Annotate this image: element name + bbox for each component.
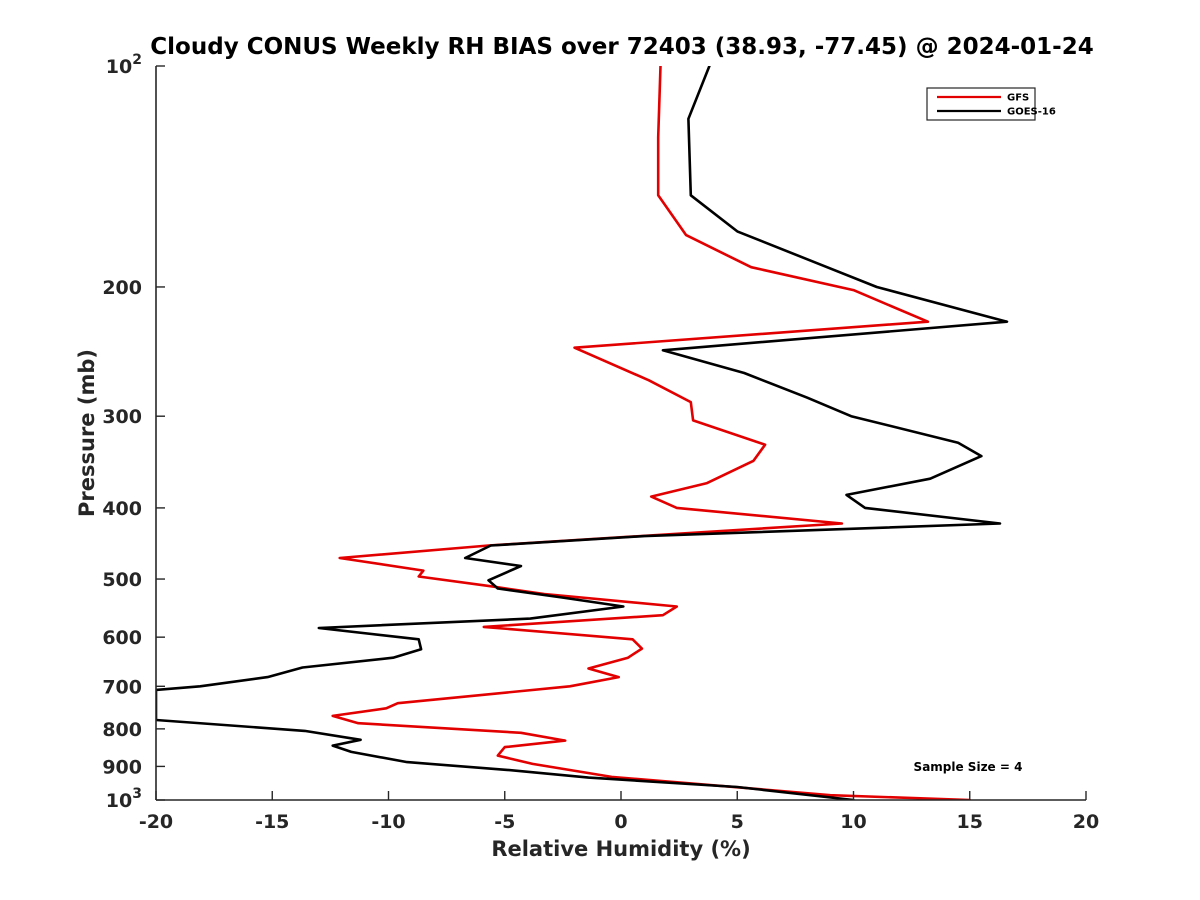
x-tick-label: 0	[614, 811, 627, 833]
x-tick-label: -15	[255, 811, 289, 833]
y-ticks: 102 200 300 400 500 600 700 800 900 103	[102, 52, 165, 812]
y-tick-label: 400	[102, 498, 142, 520]
chart-title: Cloudy CONUS Weekly RH BIAS over 72403 (…	[150, 34, 1093, 60]
plot-area	[156, 66, 1086, 800]
y-tick-label: 103	[106, 786, 142, 812]
x-ticks: -20 -15 -10 -5 0 5 10 15 20	[139, 791, 1099, 833]
x-tick-label: 20	[1073, 811, 1099, 833]
y-tick-label: 300	[102, 406, 142, 428]
y-tick-label: 600	[102, 627, 142, 649]
legend-gfs-label: GFS	[1007, 93, 1029, 104]
legend-box	[926, 87, 1036, 121]
y-tick-label: 102	[106, 52, 142, 78]
x-tick-label: -5	[494, 811, 515, 833]
y-tick-label: 500	[102, 569, 142, 591]
sample-size-annotation: Sample Size = 4	[914, 760, 1023, 774]
x-tick-label: 15	[957, 811, 983, 833]
x-tick-label: -10	[371, 811, 405, 833]
x-axis-label: Relative Humidity (%)	[491, 837, 750, 861]
legend-goes16-label: GOES-16	[1007, 107, 1056, 118]
y-axis-label: Pressure (mb)	[75, 349, 99, 517]
x-tick-label: 10	[840, 811, 866, 833]
y-tick-label: 800	[102, 719, 142, 741]
legend: GFS GOES-16	[926, 87, 1056, 121]
series-line-goes-16	[156, 66, 1009, 800]
y-tick-label: 700	[102, 676, 142, 698]
y-tick-label: 900	[102, 756, 142, 778]
x-tick-label: -20	[139, 811, 173, 833]
x-tick-label: 5	[731, 811, 744, 833]
series-layer	[156, 66, 1009, 800]
y-tick-label: 200	[102, 277, 142, 299]
